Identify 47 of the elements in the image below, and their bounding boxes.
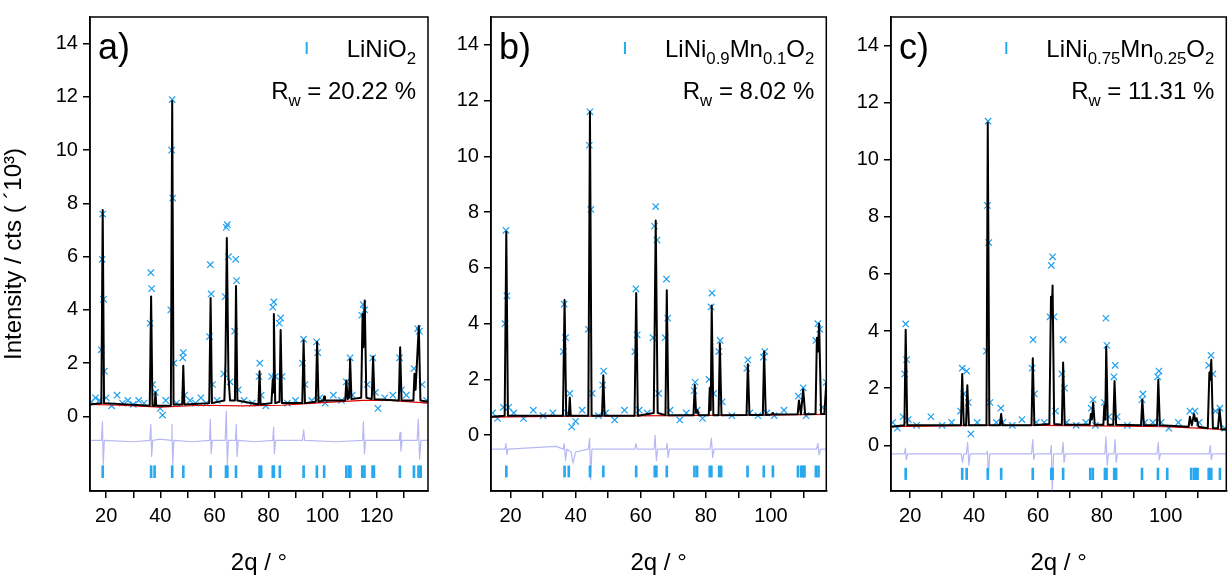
annotation: a) [98, 26, 131, 67]
x-tick-label: 60 [629, 503, 652, 526]
y-tick-label: 10 [456, 143, 479, 166]
y-tick-label: 8 [66, 190, 78, 213]
x-axis-title: 2q / ° [1030, 548, 1087, 576]
y-tick-label: 14 [55, 31, 78, 54]
x-tick-label: 40 [564, 503, 587, 526]
y-tick-label: 12 [456, 88, 479, 111]
y-tick-label: 10 [55, 137, 78, 160]
y-tick-label: 6 [467, 255, 479, 278]
x-tick-label: 80 [694, 503, 717, 526]
y-tick-label: 8 [467, 199, 479, 222]
y-tick-label: 10 [856, 147, 879, 170]
x-axis-title: 2q / ° [630, 548, 687, 576]
y-tick-label: 4 [66, 297, 78, 320]
x-tick-label: 100 [754, 503, 788, 526]
y-tick-label: 2 [467, 366, 479, 389]
x-axis-title: 2q / ° [230, 548, 288, 576]
x-tick-label: 100 [305, 503, 340, 526]
annotation: b) [499, 26, 532, 67]
y-tick-label: 0 [867, 432, 879, 455]
x-tick-label: 100 [1148, 503, 1183, 526]
y-tick-label: 12 [856, 90, 879, 113]
x-tick-label: 40 [962, 503, 986, 526]
x-tick-label: 20 [95, 503, 118, 526]
x-tick-label: 60 [1026, 503, 1050, 526]
x-tick-label: 120 [359, 503, 394, 526]
x-tick-label: 80 [1090, 503, 1113, 526]
x-tick-label: 40 [149, 503, 172, 526]
annotation: c) [899, 26, 929, 67]
x-tick-label: 20 [499, 503, 522, 526]
x-tick-label: 20 [899, 503, 922, 526]
x-tick-label: 60 [203, 503, 226, 526]
y-tick-label: 4 [867, 318, 879, 341]
y-tick-label: 0 [66, 403, 78, 426]
y-axis-title: Intensity / cts ( ´10³) [0, 147, 27, 361]
y-tick-label: 12 [55, 84, 78, 107]
y-tick-label: 14 [456, 32, 479, 55]
y-tick-label: 2 [66, 350, 78, 373]
y-tick-label: 6 [867, 261, 879, 284]
y-tick-label: 14 [856, 33, 879, 56]
y-tick-label: 8 [867, 204, 879, 227]
y-tick-label: 2 [867, 375, 879, 398]
x-tick-label: 80 [257, 503, 280, 526]
y-tick-label: 4 [467, 311, 479, 334]
y-tick-label: 0 [467, 422, 479, 445]
y-tick-label: 6 [66, 244, 78, 267]
